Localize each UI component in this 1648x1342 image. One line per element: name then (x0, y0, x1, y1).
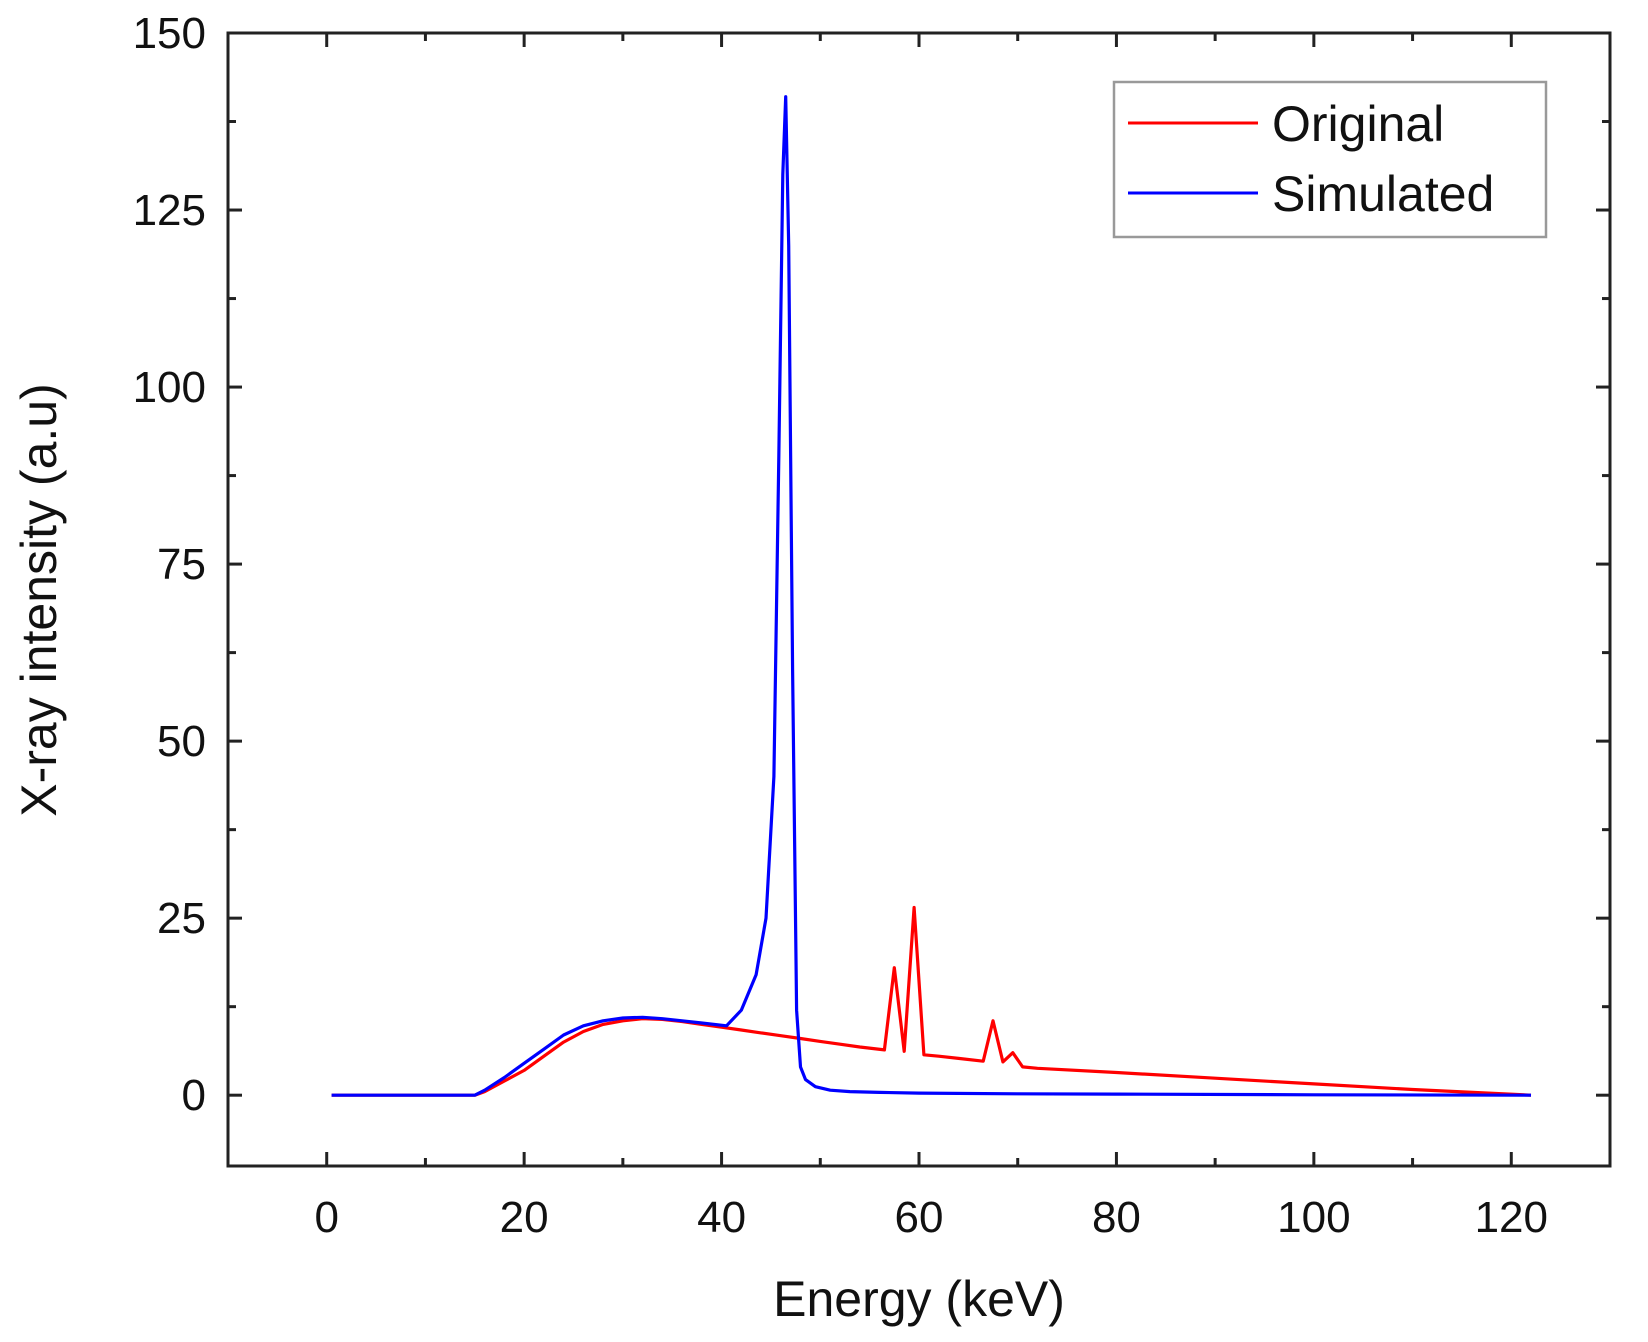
y-tick-label: 150 (133, 9, 206, 58)
x-tick-label: 80 (1092, 1193, 1141, 1242)
plot-frame (226, 31, 1612, 1168)
legend: Original Simulated (1112, 80, 1548, 239)
y-tick-label: 125 (133, 186, 206, 235)
series-line-simulated (331, 95, 1532, 1097)
x-tick-label: 100 (1277, 1193, 1350, 1242)
y-tick-label: 0 (182, 1071, 206, 1120)
legend-label-original: Original (1272, 96, 1444, 152)
tick-labels: 0 20 40 60 80 100 120 0 25 50 75 100 125 150 (133, 9, 1548, 1242)
x-tick-label: 20 (500, 1193, 549, 1242)
x-tick-label: 0 (314, 1193, 338, 1242)
y-tick-label: 50 (157, 717, 206, 766)
x-tick-label: 60 (895, 1193, 944, 1242)
series-group (331, 95, 1532, 1097)
legend-label-simulated: Simulated (1272, 166, 1494, 222)
x-tick-label: 40 (697, 1193, 746, 1242)
x-axis-title: Energy (keV) (773, 1271, 1065, 1327)
y-tick-label: 25 (157, 894, 206, 943)
series-line-original (331, 905, 1532, 1097)
y-axis-title: X-ray intensity (a.u) (11, 383, 67, 816)
legend-box (1112, 80, 1548, 239)
y-tick-label: 100 (133, 363, 206, 412)
y-tick-label: 75 (157, 540, 206, 589)
x-tick-label: 120 (1475, 1193, 1548, 1242)
